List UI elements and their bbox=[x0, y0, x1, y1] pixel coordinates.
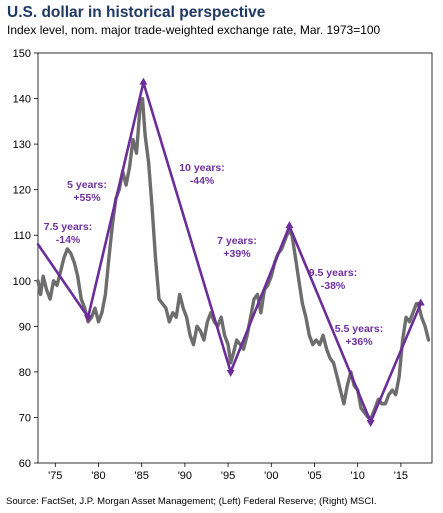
trend-endpoint-marker bbox=[84, 315, 93, 323]
y-tick-label: 130 bbox=[13, 139, 31, 151]
x-tick-label: '90 bbox=[178, 470, 192, 482]
trend-label-change: -38% bbox=[321, 280, 346, 292]
trend-line bbox=[142, 81, 232, 374]
trend-endpoint-marker bbox=[285, 221, 294, 229]
trend-label-duration: 5.5 years: bbox=[335, 323, 383, 335]
y-tick-label: 150 bbox=[13, 48, 31, 60]
x-tick-label: '15 bbox=[394, 470, 408, 482]
source-note: Source: FactSet, J.P. Morgan Asset Manag… bbox=[6, 496, 377, 507]
x-tick-label: '85 bbox=[135, 470, 149, 482]
trend-endpoint-marker bbox=[416, 298, 425, 306]
y-tick-label: 110 bbox=[13, 230, 31, 242]
chart-subtitle: Index level, nom. major trade-weighted e… bbox=[7, 23, 381, 37]
trend-label-change: +36% bbox=[345, 336, 373, 348]
x-tick-label: '80 bbox=[91, 470, 105, 482]
y-tick-label: 70 bbox=[19, 412, 31, 424]
x-tick-label: '00 bbox=[264, 470, 278, 482]
y-tick-label: 90 bbox=[19, 321, 31, 333]
y-tick-label: 60 bbox=[19, 458, 31, 470]
trend-label-duration: 5 years: bbox=[67, 179, 107, 191]
x-tick-label: '10 bbox=[351, 470, 365, 482]
trend-line bbox=[229, 224, 291, 374]
trend-label-change: -44% bbox=[190, 175, 215, 187]
y-tick-label: 100 bbox=[13, 276, 31, 288]
trend-label-duration: 7.5 years: bbox=[44, 221, 92, 233]
trend-line bbox=[288, 224, 372, 424]
y-tick-label: 80 bbox=[19, 367, 31, 379]
annotation-layer: 7.5 years:-14% 5 years:+55% 10 years:-44% 7… bbox=[44, 162, 383, 348]
dollar-index-line bbox=[36, 96, 431, 420]
x-tick-label: '95 bbox=[221, 470, 235, 482]
trend-endpoint-marker bbox=[366, 420, 375, 427]
trend-endpoint-marker bbox=[226, 369, 235, 377]
trend-label-duration: 7 years: bbox=[217, 235, 257, 247]
y-tick-label: 140 bbox=[13, 94, 31, 106]
plot-frame bbox=[37, 52, 433, 464]
trend-layer bbox=[36, 77, 425, 427]
trend-line bbox=[36, 243, 90, 319]
trend-label-change: +39% bbox=[223, 248, 251, 260]
trend-line bbox=[86, 81, 145, 319]
series-layer bbox=[36, 96, 431, 420]
trend-label-duration: 9.5 years: bbox=[309, 267, 357, 279]
x-tick-label: '75 bbox=[48, 470, 62, 482]
trend-line bbox=[369, 302, 423, 424]
x-tick-label: '05 bbox=[307, 470, 321, 482]
trend-label-duration: 10 years: bbox=[179, 162, 225, 174]
chart-title: U.S. dollar in historical perspective bbox=[7, 4, 266, 21]
axes: 60 70 80 90 100 110 120 130 140 150 '75 '80 '85 '90 '9… bbox=[13, 48, 433, 482]
y-tick-label: 120 bbox=[13, 185, 31, 197]
trend-label-change: -14% bbox=[56, 234, 81, 246]
trend-label-change: +55% bbox=[73, 192, 101, 204]
trend-endpoint-marker bbox=[139, 77, 148, 85]
